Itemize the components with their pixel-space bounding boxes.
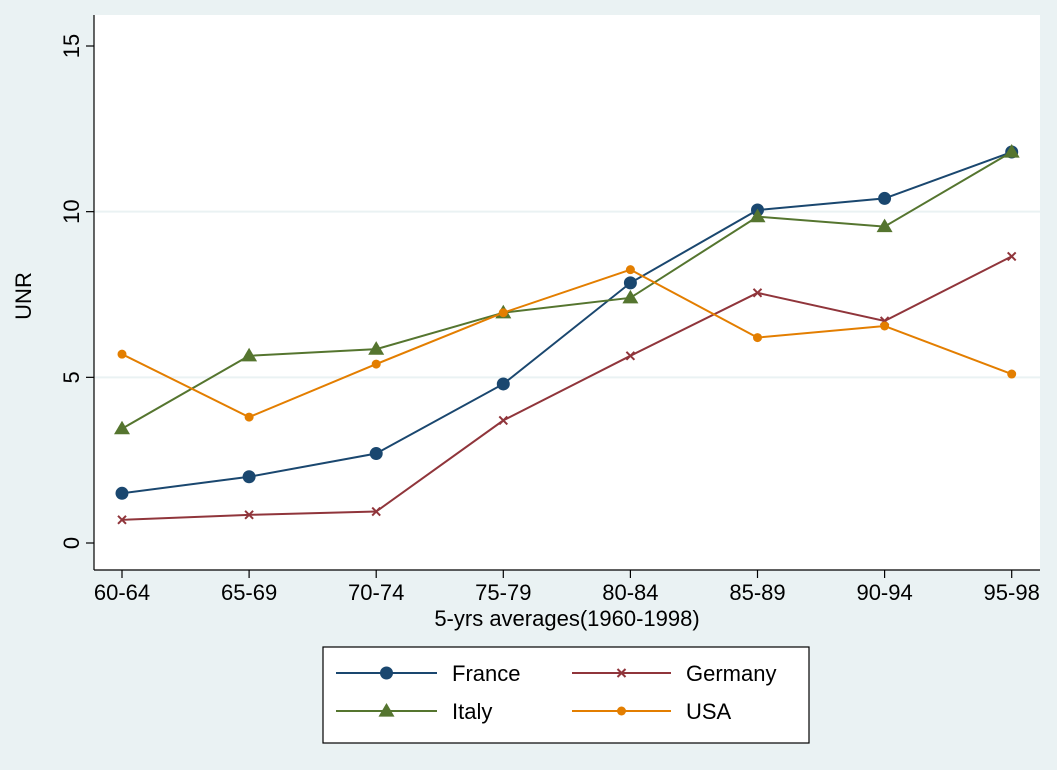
x-tick-label: 75-79	[475, 580, 531, 605]
marker-x	[244, 510, 254, 520]
x-axis-title: 5-yrs averages(1960-1998)	[434, 606, 699, 631]
y-tick-label: 15	[59, 34, 84, 58]
marker-x	[1006, 251, 1017, 262]
marker-circle	[753, 333, 762, 343]
marker-x	[625, 351, 636, 361]
series-france	[115, 145, 1019, 500]
marker-circle	[244, 412, 254, 422]
marker-triangle	[368, 341, 385, 355]
legend-label: Italy	[452, 699, 492, 724]
x-tick-label: 60-64	[94, 580, 150, 605]
marker-circle	[115, 486, 129, 500]
series-line	[121, 268, 1013, 419]
marker-triangle	[378, 703, 395, 717]
legend-label: Germany	[686, 661, 776, 686]
legend-box	[322, 646, 810, 744]
marker-x	[752, 288, 763, 298]
series-germany	[117, 251, 1017, 525]
series-usa	[117, 265, 1017, 422]
y-axis-title: UNR	[11, 272, 36, 320]
legend-item-france: France	[336, 661, 520, 686]
marker-circle	[623, 276, 637, 290]
marker-circle	[498, 308, 508, 318]
marker-x	[498, 415, 509, 426]
x-tick-label: 85-89	[729, 580, 785, 605]
marker-x	[371, 506, 381, 517]
legend-label: USA	[686, 699, 732, 724]
axes: 0 5 10 15 60-64 65-69 70-74 75-79 80-84 85-89 90-9…	[59, 15, 1040, 605]
legend: France Germany Italy USA	[322, 646, 810, 744]
gridlines	[94, 210, 1040, 379]
marker-circle	[1007, 369, 1017, 379]
x-tick-label: 95-98	[984, 580, 1040, 605]
x-tick-label: 65-69	[221, 580, 277, 605]
marker-circle	[369, 447, 383, 461]
marker-triangle	[241, 347, 258, 362]
marker-circle	[878, 191, 892, 205]
series-line	[121, 151, 1013, 495]
marker-circle	[242, 470, 256, 484]
x-tick-label: 70-74	[348, 580, 404, 605]
plot-area	[94, 15, 1040, 570]
y-tick-label: 5	[59, 371, 84, 383]
series-italy	[114, 144, 1020, 435]
marker-circle	[496, 377, 510, 391]
marker-circle	[617, 706, 626, 716]
marker-circle	[625, 265, 635, 275]
series-layer	[114, 144, 1020, 525]
x-tick-label: 80-84	[602, 580, 658, 605]
legend-item-usa: USA	[572, 699, 732, 724]
marker-triangle	[114, 420, 130, 435]
marker-circle	[117, 349, 127, 359]
marker-circle	[880, 321, 890, 331]
series-line	[121, 255, 1013, 521]
legend-item-germany: Germany	[572, 661, 776, 686]
legend-label: France	[452, 661, 520, 686]
marker-triangle	[622, 289, 639, 304]
y-tick-label: 0	[59, 537, 84, 549]
marker-circle	[380, 666, 393, 680]
x-tick-label: 90-94	[856, 580, 912, 605]
marker-x	[616, 668, 627, 678]
marker-triangle	[1003, 144, 1020, 158]
y-tick-label: 10	[59, 199, 84, 223]
legend-item-italy: Italy	[336, 699, 492, 724]
marker-x	[117, 515, 127, 525]
marker-triangle	[876, 218, 893, 233]
marker-triangle	[749, 208, 766, 223]
marker-circle	[371, 359, 381, 369]
series-line	[121, 151, 1013, 430]
